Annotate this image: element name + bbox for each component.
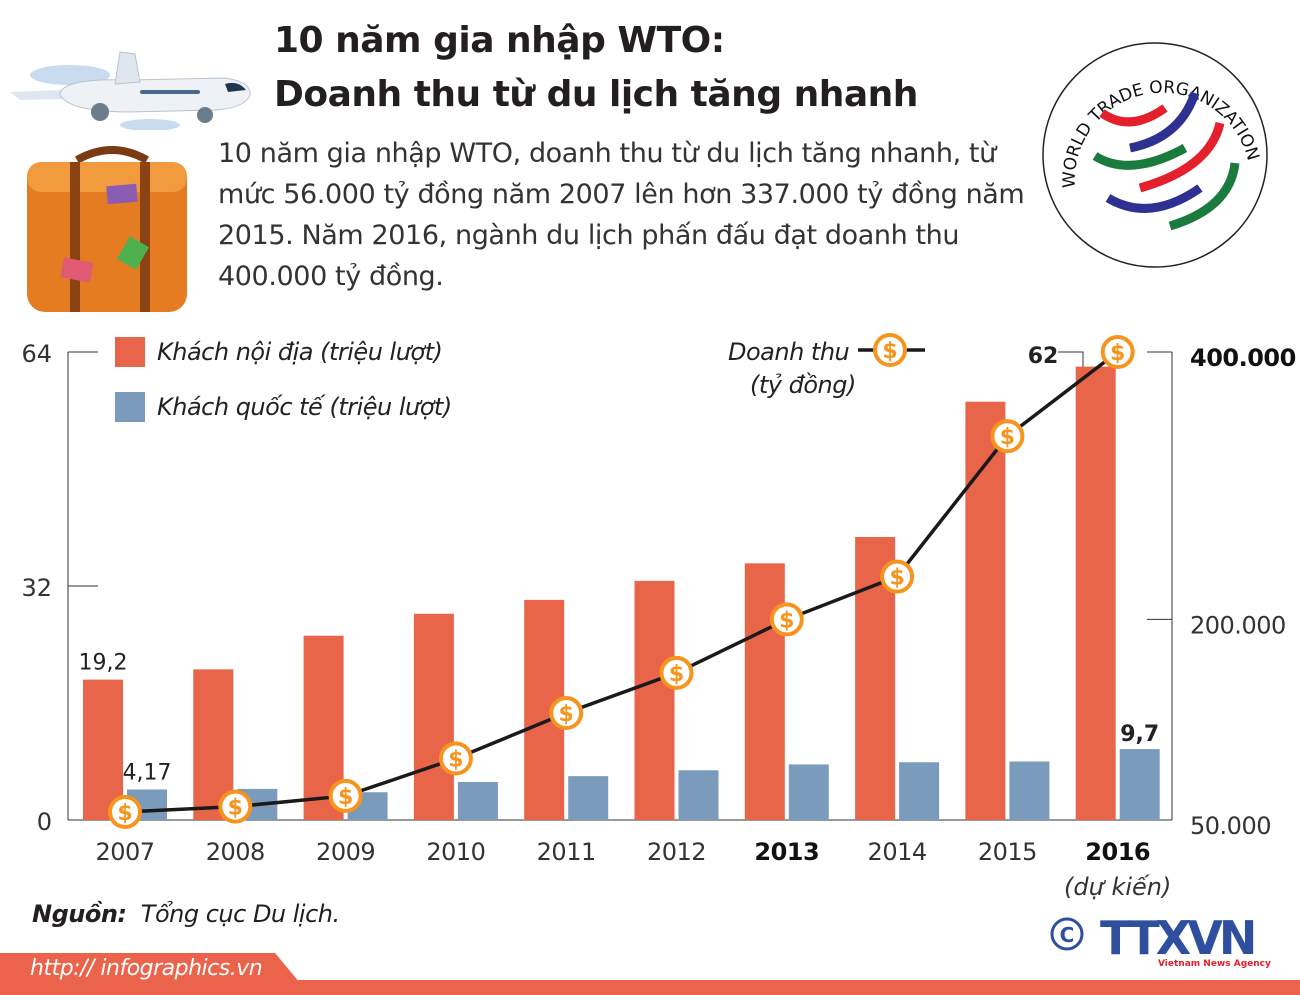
international-visitors-bar bbox=[1119, 749, 1160, 820]
footer-bar bbox=[0, 980, 1300, 995]
forecast-note: (dự kiến) bbox=[1064, 873, 1171, 901]
revenue-line bbox=[124, 350, 1119, 814]
data-label: 4,17 bbox=[123, 761, 172, 786]
title-line-1: 10 năm gia nhập WTO: bbox=[274, 20, 725, 61]
x-axis-tick-label: 2007 bbox=[95, 838, 154, 866]
x-axis-tick-label: 2012 bbox=[647, 838, 706, 866]
source-label: Nguồn: bbox=[32, 900, 127, 928]
revenue-point-dollar-icon-glyph: $ bbox=[1110, 341, 1125, 366]
international-visitors-bar bbox=[457, 781, 498, 820]
revenue-point-dollar-icon bbox=[990, 419, 1025, 454]
international-visitors-bar bbox=[899, 762, 940, 820]
data-label: 19,2 bbox=[79, 651, 128, 676]
airplane-illustration bbox=[10, 51, 251, 130]
left-axis-tick-label: 32 bbox=[21, 574, 52, 602]
right-axis-tick-label: 400.000 bbox=[1190, 344, 1296, 372]
source-note: Nguồn: Tổng cục Du lịch. bbox=[32, 900, 340, 928]
x-axis-tick-label: 2010 bbox=[426, 838, 485, 866]
revenue-point-dollar-icon bbox=[769, 602, 804, 637]
domestic-visitors-bar bbox=[744, 563, 785, 820]
right-axis-tick-label: 50.000 bbox=[1190, 812, 1271, 840]
revenue-point-dollar-icon-glyph: $ bbox=[559, 702, 574, 727]
x-axis-tick-label: 2015 bbox=[978, 838, 1037, 866]
wto-logo: WORLD TRADE ORGANIZATION bbox=[1042, 42, 1268, 268]
revenue-point-dollar-icon bbox=[438, 741, 473, 776]
international-visitors-bar bbox=[678, 770, 719, 820]
revenue-point-dollar-icon bbox=[1100, 335, 1135, 369]
x-axis-tick-label: 2014 bbox=[868, 838, 927, 866]
svg-text:C: C bbox=[1060, 923, 1075, 947]
domestic-visitors-bar bbox=[634, 580, 675, 820]
revenue-point-dollar-icon-glyph: $ bbox=[338, 785, 353, 810]
legend-swatch-international bbox=[115, 392, 145, 422]
revenue-point-dollar-icon-glyph: $ bbox=[228, 796, 243, 821]
domestic-visitors-bar bbox=[965, 401, 1006, 820]
website-link[interactable]: http:// infographics.vn bbox=[30, 956, 263, 981]
legend-label-revenue-unit: (tỷ đồng) bbox=[750, 371, 856, 399]
revenue-point-dollar-icon bbox=[880, 559, 915, 594]
revenue-point-dollar-icon-glyph: $ bbox=[117, 801, 132, 826]
legend-dollar-icon-glyph: $ bbox=[882, 339, 897, 364]
suitcase-illustration bbox=[27, 146, 187, 312]
ttxvn-logo: C TTXVN Vietnam News Agency bbox=[1050, 912, 1271, 969]
revenue-point-dollar-icon bbox=[549, 696, 584, 731]
data-label: 62 bbox=[1028, 344, 1059, 369]
revenue-point-dollar-icon bbox=[218, 789, 253, 824]
revenue-point-dollar-icon-glyph: $ bbox=[779, 608, 794, 633]
legend-label-international: Khách quốc tế (triệu lượt) bbox=[157, 393, 452, 421]
svg-text:TTXVN: TTXVN bbox=[1100, 912, 1254, 965]
international-visitors-bar bbox=[568, 776, 609, 820]
svg-text:Vietnam News Agency: Vietnam News Agency bbox=[1158, 959, 1271, 969]
revenue-point-dollar-icon bbox=[328, 778, 363, 813]
international-visitors-bar bbox=[1009, 761, 1050, 820]
international-visitors-bar bbox=[788, 764, 829, 820]
revenue-point-dollar-icon-glyph: $ bbox=[669, 662, 684, 687]
legend-swatch-domestic bbox=[115, 337, 145, 367]
revenue-point-dollar-icon-glyph: $ bbox=[448, 747, 463, 772]
x-axis-tick-label: 2013 bbox=[754, 838, 819, 866]
revenue-point-dollar-icon-glyph: $ bbox=[889, 566, 904, 591]
title-line-2: Doanh thu từ du lịch tăng nhanh bbox=[274, 74, 918, 115]
legend-label-domestic: Khách nội địa (triệu lượt) bbox=[157, 338, 442, 366]
left-axis-tick-label: 64 bbox=[21, 340, 52, 368]
x-axis-tick-label: 2008 bbox=[206, 838, 265, 866]
revenue-point-dollar-icon bbox=[659, 655, 694, 690]
domestic-visitors-bar bbox=[83, 679, 123, 820]
x-axis-tick-label: 2009 bbox=[316, 838, 375, 866]
x-axis-tick-label: 2011 bbox=[537, 838, 596, 866]
legend-dollar-icon bbox=[873, 333, 907, 367]
right-axis-tick-label: 200.000 bbox=[1190, 611, 1286, 639]
data-label-leader bbox=[1058, 351, 1084, 367]
revenue-point-dollar-icon-glyph: $ bbox=[1000, 425, 1015, 450]
domestic-visitors-bar bbox=[413, 613, 454, 820]
revenue-point-dollar-icon bbox=[108, 794, 142, 829]
description: 10 năm gia nhập WTO, doanh thu từ du lịc… bbox=[218, 138, 1025, 292]
domestic-visitors-bar bbox=[1075, 366, 1116, 820]
x-axis-tick-label: 2016 bbox=[1085, 838, 1150, 866]
legend-label-revenue: Doanh thu bbox=[728, 338, 850, 366]
left-axis-tick-label: 0 bbox=[37, 808, 52, 836]
data-label: 9,7 bbox=[1120, 722, 1159, 747]
source-value: Tổng cục Du lịch. bbox=[140, 900, 340, 928]
footer-tab bbox=[0, 953, 300, 983]
